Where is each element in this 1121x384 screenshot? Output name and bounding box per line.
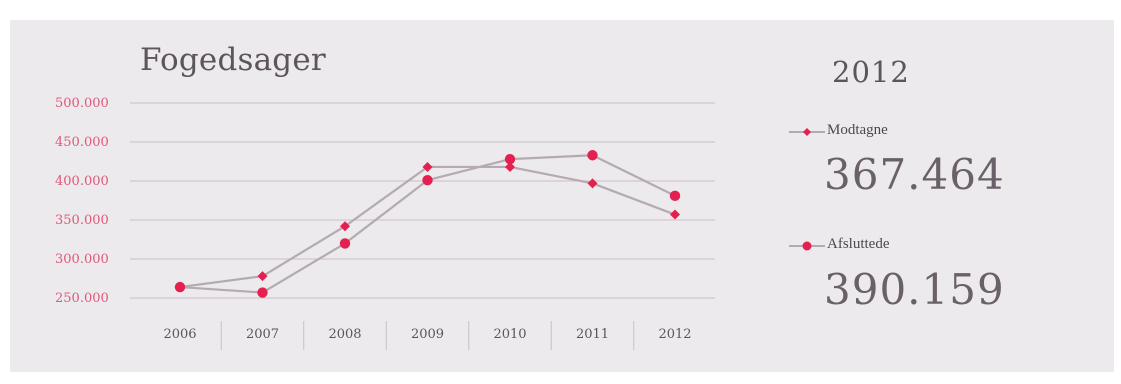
data-point-modtagne: [505, 161, 515, 172]
data-point-modtagne: [257, 271, 268, 282]
data-point-afsluttede: [174, 281, 186, 293]
legend-swatch-modtagne: [789, 128, 825, 136]
data-point-modtagne: [340, 221, 350, 232]
data-point-afsluttede: [504, 153, 516, 165]
data-point-modtagne: [422, 161, 433, 172]
data-point-afsluttede: [669, 190, 681, 202]
x-axis: 2006 2007 2008 2009 2010 2011 2012: [163, 321, 692, 350]
data-point-modtagne: [587, 178, 598, 189]
chart-title: Fogedsager: [140, 42, 326, 78]
legend-label-modtagne: Modtagne: [827, 122, 888, 138]
y-tick-label: 250.000: [55, 291, 109, 306]
chart-card: [10, 20, 1114, 372]
legend-swatch-afsluttede: [789, 241, 825, 251]
y-tick-label: 400.000: [55, 174, 109, 189]
data-point-afsluttede: [339, 238, 351, 249]
x-tick-label: 2006: [163, 327, 196, 342]
series-group: [174, 150, 681, 298]
y-tick-label: 300.000: [55, 252, 109, 267]
x-tick-label: 2007: [246, 327, 279, 342]
grid-lines: [130, 102, 715, 299]
x-tick-label: 2009: [411, 327, 444, 342]
data-point-afsluttede: [257, 287, 268, 298]
x-tick-label: 2012: [658, 327, 691, 342]
y-tick-label: 450.000: [55, 135, 109, 150]
y-tick-label: 350.000: [55, 213, 109, 228]
data-point-afsluttede: [422, 175, 433, 186]
data-point-modtagne: [670, 209, 680, 220]
summary-year: 2012: [832, 55, 910, 89]
value-afsluttede: 390.159: [824, 265, 1005, 314]
x-tick-label: 2011: [576, 327, 609, 342]
y-axis-ticks: 250.000 300.000 350.000 400.000 450.000 500.0…: [55, 96, 109, 306]
x-tick-label: 2010: [493, 327, 526, 342]
data-point-afsluttede: [587, 150, 598, 161]
value-modtagne: 367.464: [824, 150, 1005, 199]
legend-label-afsluttede: Afsluttede: [827, 236, 890, 252]
x-tick-label: 2008: [328, 327, 361, 342]
y-tick-label: 500.000: [55, 96, 109, 111]
